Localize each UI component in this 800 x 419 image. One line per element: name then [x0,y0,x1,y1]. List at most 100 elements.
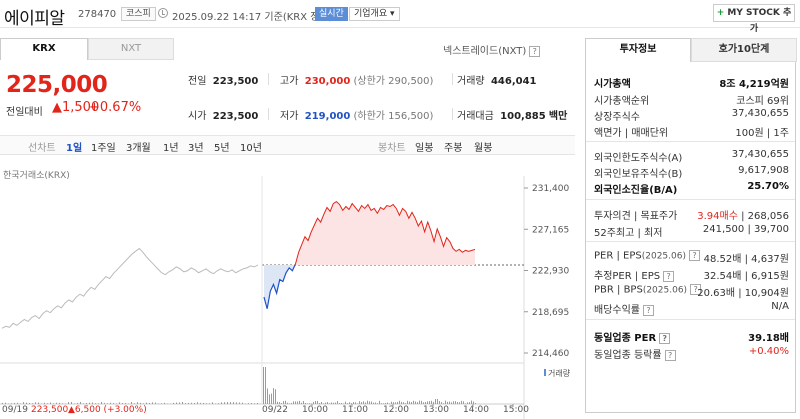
volume-bar [257,402,258,404]
volume-bar [32,403,33,404]
market-badge: 코스피 [121,7,156,21]
volume-bar [273,388,274,404]
market-tabs: KRX NXT [0,38,174,60]
volume-bar [251,403,252,404]
period-10y[interactable]: 10년 [240,143,262,154]
volume-bar [269,394,270,404]
volume-bar [5,402,6,404]
quote-volume: 거래량 446,041 [457,72,537,87]
row-per-eps: PER | EPS(2025.06)? 48.52배 | 4,637원 [594,250,789,265]
period-selector: 선차트 1일 1주일 3개월 1년 3년 5년 10년 봉차트 일봉 주봉 월봉 [0,135,575,155]
upper-limit: (상한가 290,500) [353,76,434,87]
volume-bar [38,402,39,404]
volume-bar [53,403,54,404]
x-axis-labels: 09/19 09/22 10:00 11:00 12:00 13:00 14:00 15:00… [2,404,529,415]
volume-bar [26,402,27,404]
listed-shares-label: 상장주식수 [594,112,640,123]
candle-chart-label: 봉차트 [378,143,406,154]
row-industry-change: 동일업종 등락률? +0.40% [594,346,789,361]
volume-bar [239,402,240,404]
volume-bar [431,400,432,404]
dividend-yield-value: N/A [771,301,789,312]
volume-bar [194,402,195,404]
volume-bar [23,402,24,404]
candle-monthly[interactable]: 월봉 [474,143,493,154]
foreign-exhaustion-value: 25.70% [747,181,789,192]
row-dividend-yield: 배당수익률? N/A [594,301,789,316]
help-icon[interactable]: ? [688,250,700,261]
volume-bar [469,402,470,404]
invest-info-panel: 투자정보 호가10단계 시가총액 8조 4,219억원 시가총액순위 코스피 69위… [585,38,797,413]
period-1w[interactable]: 1주일 [91,143,116,154]
tab-nxt[interactable]: NXT [88,38,174,60]
volume-bar [200,402,201,404]
add-my-stock-label: MY STOCK 추가 [727,8,792,34]
period-3y[interactable]: 3년 [188,143,204,154]
volume-bar [423,402,424,404]
volume-bar [185,403,186,404]
volume-bar [363,401,364,404]
volume-bar [113,403,114,404]
help-icon[interactable]: ? [643,304,654,316]
volume-bar [263,367,264,404]
volume-bar [421,400,422,404]
help-icon[interactable]: ? [659,332,671,344]
volume-bar [104,402,105,404]
company-overview-dropdown[interactable]: 기업개요 ▾ [349,7,400,21]
per-eps-note: (2025.06) [641,251,686,262]
candle-weekly[interactable]: 주봉 [444,143,463,154]
tab-order-book-10[interactable]: 호가10단계 [691,38,797,62]
volume-bar [86,402,87,404]
tab-krx[interactable]: KRX [0,38,88,60]
volume-bar [265,367,266,404]
tab-invest-info[interactable]: 투자정보 [585,38,691,62]
volume-bar [325,402,326,404]
volume-bar [307,403,308,404]
x-tick-label: 09/22 [262,405,288,415]
realtime-button[interactable]: 실시간 [315,7,348,21]
volume-bar [206,403,207,404]
x-tick-label: 13:00 [423,405,449,415]
help-icon[interactable]: ? [690,284,702,295]
add-my-stock-button[interactable]: + MY STOCK 추가 [713,4,795,34]
help-icon[interactable]: ? [664,349,676,361]
volume-bar [56,402,57,404]
period-1y[interactable]: 1년 [163,143,179,154]
volume-bar [149,402,150,404]
candle-daily[interactable]: 일봉 [415,143,434,154]
line-chart-label: 선차트 [28,143,56,154]
help-icon[interactable]: ? [529,45,541,57]
volume-bar [182,401,183,404]
period-1d[interactable]: 1일 [66,143,83,154]
volume-bar [254,403,255,404]
volume-bar [313,401,314,404]
volume-legend-swatch [544,369,546,376]
volume-bar [271,393,272,404]
period-3m[interactable]: 3개월 [126,143,151,154]
x-tick-label: 11:00 [342,405,368,415]
volume-label: 거래량 [457,76,485,87]
divider [586,141,795,142]
chart-grid [0,176,525,419]
volume-bar [351,403,352,404]
volume-bar [59,402,60,404]
volume-bar [439,401,440,404]
volume-value: 446,041 [490,76,537,87]
row-opinion: 투자의견 | 목표주가 3.94매수 | 268,056 [594,207,789,222]
volume-bar [89,402,90,404]
series-line-up [294,201,476,265]
volume-bar [287,402,288,404]
volume-bar [343,403,344,404]
x-tick-label: 14:00 [463,405,489,415]
help-icon[interactable]: ? [663,270,675,282]
volume-bar [293,401,294,404]
period-5y[interactable]: 5년 [214,143,230,154]
nextrade-label: 넥스트레이드(NXT)? [443,42,541,57]
volume-bar [327,402,328,404]
y-tick-label: 227,165 [532,225,569,235]
volume-bar [311,403,312,404]
per-eps-label: PER | EPS [594,250,642,262]
foreign-holding-value: 9,617,908 [738,165,789,176]
target-price: | 268,056 [741,211,789,222]
